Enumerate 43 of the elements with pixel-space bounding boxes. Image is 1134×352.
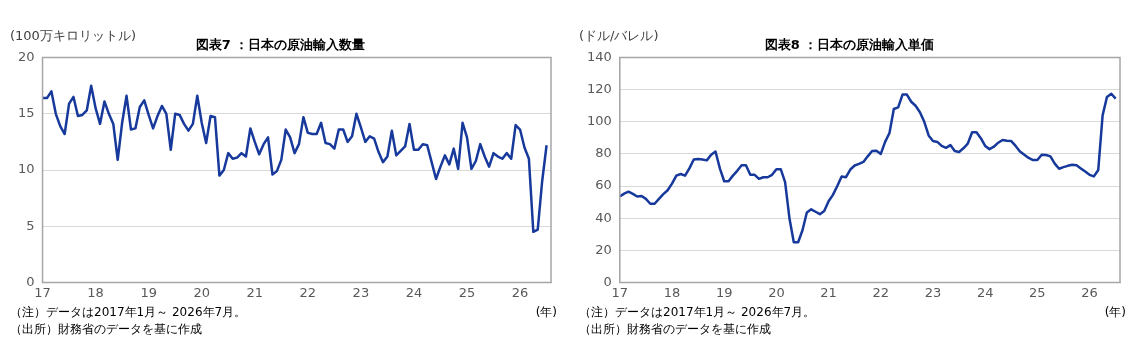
- y-tick-label: 20: [18, 48, 35, 64]
- x-tick-label: 20: [193, 284, 210, 300]
- x-tick-label: 19: [715, 284, 733, 300]
- x-tick-label: 22: [299, 284, 317, 300]
- y-tick-label: 100: [586, 113, 612, 129]
- x-tick-label: 22: [872, 284, 890, 300]
- x-axis-title: (年): [535, 304, 557, 321]
- y-tick-label: 20: [595, 241, 612, 257]
- x-tick-label: 23: [352, 284, 370, 300]
- text: （注）データは2017年1月～ 2026年7月。: [579, 305, 816, 319]
- y-tick-label: 10: [18, 161, 35, 177]
- text: （出所）財務省のデータを基に作成: [10, 321, 203, 338]
- x-tick-label: 21: [246, 284, 264, 300]
- x-tick-label: 19: [140, 284, 157, 300]
- y-tick-label: 80: [595, 145, 612, 161]
- x-tick-label: 26: [1081, 284, 1098, 300]
- chart-title: 図表7 ：日本の原油輸入数量: [195, 37, 366, 53]
- y-tick-label: 40: [595, 209, 612, 225]
- chart-title: 図表8 ：日本の原油輸入単価: [764, 37, 935, 53]
- x-tick-label: 20: [768, 284, 785, 300]
- x-tick-label: 26: [511, 284, 529, 300]
- x-tick-label: 25: [458, 284, 476, 300]
- x-tick-label: 24: [405, 284, 423, 300]
- x-tick-label: 23: [924, 284, 942, 300]
- y-tick-label: 0: [26, 273, 35, 289]
- x-tick-label: 18: [87, 284, 104, 300]
- y-tick-label: 0: [603, 273, 612, 289]
- y-tick-label: 120: [586, 81, 612, 97]
- x-tick-label: 25: [1029, 284, 1046, 300]
- x-axis-title: (年): [1104, 304, 1126, 321]
- x-tick-label: 17: [34, 284, 51, 300]
- x-tick-label: 18: [663, 284, 681, 300]
- y-tick-label: 15: [18, 105, 35, 121]
- y-tick-label: 140: [586, 48, 612, 64]
- x-tick-label: 17: [611, 284, 629, 300]
- y-axis-title: (100万キロリットル): [10, 28, 136, 44]
- text: （出所）財務省のデータを基に作成: [579, 321, 772, 338]
- x-tick-label: 21: [820, 284, 837, 300]
- text: （注）データは2017年1月～ 2026年7月。: [10, 305, 247, 319]
- y-tick-label: 5: [26, 217, 35, 233]
- y-tick-label: 60: [595, 177, 612, 193]
- x-tick-label: 24: [976, 284, 994, 300]
- y-axis-title: (ドル/バレル): [579, 28, 659, 44]
